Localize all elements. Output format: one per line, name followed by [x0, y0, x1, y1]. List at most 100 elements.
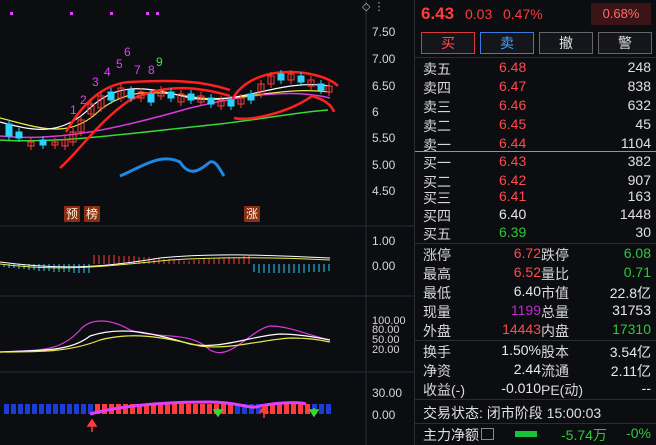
signal-up-arrow: [86, 418, 98, 432]
macd-axis-label: 0.00: [372, 259, 396, 273]
wave-count-label: 1: [70, 103, 77, 117]
order-volume: 45: [635, 116, 651, 132]
candle-body: [97, 95, 105, 109]
marker-dot: [146, 12, 149, 15]
inner-volume-value: 17310: [612, 321, 651, 337]
wave-count-label: 3: [92, 75, 99, 89]
indicator-bar: [123, 404, 128, 414]
share-capital-value: 3.54亿: [609, 344, 651, 360]
order-book-sell-1[interactable]: 卖一 6.44 1104: [415, 134, 656, 153]
candle-body: [267, 75, 275, 85]
turnover-label: 换手: [423, 344, 451, 360]
volume-ratio-value: 0.71: [623, 264, 651, 280]
price-change-pct: 0.47%: [503, 6, 543, 22]
order-book-buy-3[interactable]: 买三 6.41 163: [415, 187, 656, 206]
order-price: 6.40: [499, 206, 527, 222]
order-price: 6.46: [499, 97, 527, 113]
band-line-red: [59, 86, 231, 169]
indicator-bar: [207, 404, 212, 414]
net-assets-value: 2.44: [513, 361, 541, 377]
order-book-sell-3[interactable]: 卖三 6.46 632: [415, 96, 656, 115]
cancel-order-button[interactable]: 撤: [539, 32, 593, 54]
candle-body: [137, 91, 145, 99]
candle-body: [5, 123, 13, 137]
indicator-bar: [270, 404, 275, 414]
quote-header: 6.43 0.03 0.47% 0.68%: [415, 0, 656, 28]
order-book-buy-1[interactable]: 买一 6.43 382: [415, 152, 656, 171]
indicator-bar: [298, 404, 303, 414]
float-shares-value: 2.11亿: [610, 363, 651, 379]
bang-tag-badge[interactable]: 榜: [84, 206, 100, 222]
stat-row: 最低 6.40 市值 22.8亿: [415, 282, 656, 301]
candle-body: [51, 141, 59, 146]
order-book-buy-5[interactable]: 买五 6.39 30: [415, 223, 656, 242]
candle-body: [307, 79, 315, 87]
price-axis-label: 5.00: [372, 158, 396, 172]
indicator-bar: [319, 404, 324, 414]
chart-top-tools[interactable]: ◇ ⋮: [362, 1, 385, 13]
buy-button[interactable]: 买: [421, 32, 475, 54]
kdj-axis-label: 50.00: [372, 334, 400, 346]
kdj-axis-label: 20.00: [372, 344, 400, 356]
order-price: 6.48: [499, 59, 527, 75]
kdj-axis-label: 100.00: [372, 315, 406, 327]
indicator-bar: [291, 404, 296, 414]
main-flow-row[interactable]: 主力净额 -5.74万 -0%: [415, 424, 656, 445]
indicator-bar: [305, 404, 310, 414]
current-volume-label: 现量: [423, 304, 451, 320]
sell-button[interactable]: 卖: [480, 32, 534, 54]
indicator-bar: [11, 404, 16, 414]
order-book-buy-2[interactable]: 买二 6.42 907: [415, 171, 656, 190]
boxed-pct-badge[interactable]: 0.68%: [591, 3, 651, 25]
wave-count-label: 2: [80, 93, 87, 107]
order-price: 6.45: [499, 116, 527, 132]
candle-body: [325, 85, 333, 93]
low-value: 6.40: [513, 283, 541, 299]
order-volume: 907: [627, 172, 651, 188]
candle-body: [207, 97, 215, 105]
order-book-sell-4[interactable]: 卖四 6.47 838: [415, 77, 656, 96]
high-label: 最高: [423, 266, 451, 282]
indicator-bar: [326, 404, 331, 414]
yu-tag-badge[interactable]: 预: [64, 206, 80, 222]
candle-body: [297, 75, 305, 83]
trade-buttons: 买 卖 撤 警: [421, 32, 653, 54]
indicator-bar: [81, 404, 86, 414]
candle-body: [177, 93, 185, 103]
order-label: 买三: [423, 190, 451, 206]
indicator-bar: [4, 404, 9, 414]
indicator-bar: [144, 404, 149, 414]
candle-body: [107, 91, 115, 101]
indicator-bar: [53, 404, 58, 414]
kdj-line-d: [0, 335, 331, 353]
wave-count-label: 7: [134, 63, 141, 77]
order-book-buy-4[interactable]: 买四 6.40 1448: [415, 205, 656, 224]
share-capital-label: 股本: [541, 344, 569, 360]
indicator-bar: [256, 404, 261, 414]
order-book-sell-2[interactable]: 卖二 6.45 45: [415, 115, 656, 134]
order-label: 卖一: [423, 137, 451, 153]
candle-body: [277, 73, 285, 81]
order-volume: 382: [627, 153, 651, 169]
market-cap-value: 22.8亿: [609, 285, 651, 301]
high-value: 6.52: [513, 264, 541, 280]
limit-down-label: 跌停: [541, 247, 569, 263]
indicator-bar: [235, 404, 240, 414]
alert-button[interactable]: 警: [598, 32, 652, 54]
limit-down-value: 6.08: [623, 245, 651, 261]
price-axis-label: 6: [372, 105, 379, 119]
pe-value: --: [641, 380, 651, 396]
order-book-sell-5[interactable]: 卖五 6.48 248: [415, 58, 656, 77]
order-volume: 163: [627, 188, 651, 204]
outer-volume-label: 外盘: [423, 323, 451, 339]
zhang-tag-badge[interactable]: 涨: [244, 206, 260, 222]
indicator-bar: [137, 404, 142, 414]
stat-row: 现量 1199 总量 31753: [415, 301, 656, 320]
flow-bar: [515, 431, 537, 437]
current-volume-value: 1199: [510, 302, 541, 318]
candle-body: [147, 93, 155, 103]
candle-body: [287, 73, 295, 81]
detail-icon[interactable]: [481, 428, 494, 440]
